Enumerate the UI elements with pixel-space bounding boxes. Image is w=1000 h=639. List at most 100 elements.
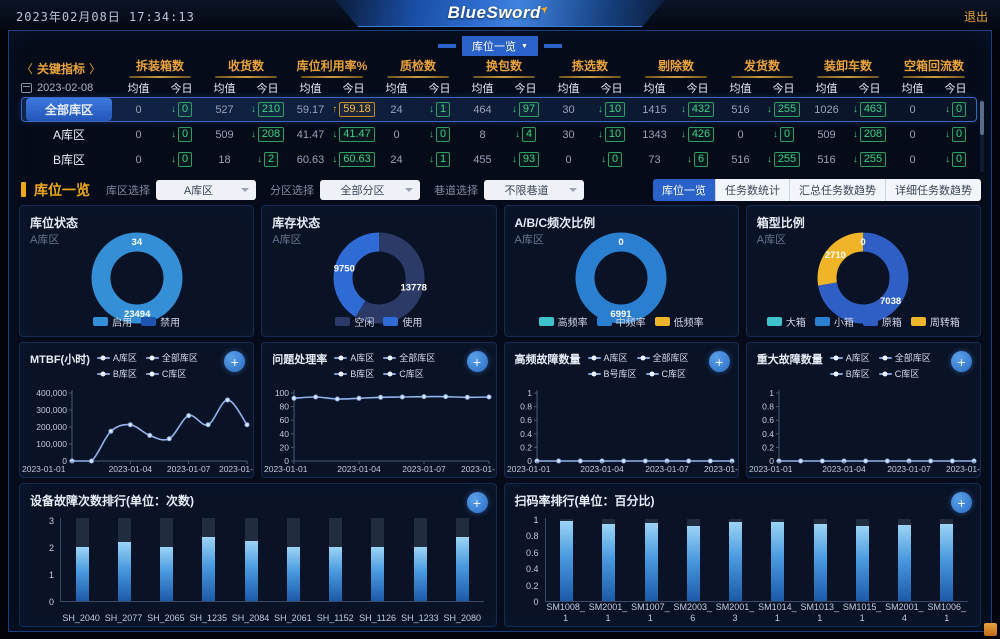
- bar[interactable]: [855, 525, 869, 601]
- legend-swatch: [814, 317, 830, 326]
- expand-plus-button[interactable]: +: [224, 351, 246, 372]
- kpi-row-label[interactable]: 全部库区: [26, 98, 112, 121]
- legend-item[interactable]: B号库区: [587, 367, 637, 380]
- filter-select-value: 不限巷道: [504, 184, 549, 197]
- value-badge: 59.18: [339, 102, 375, 117]
- legend-item[interactable]: C库区: [383, 367, 424, 380]
- legend-item[interactable]: C库区: [645, 367, 686, 380]
- kpi-avg-value: 0: [565, 153, 572, 166]
- bar[interactable]: [813, 524, 827, 601]
- legend-item[interactable]: 中频率: [596, 314, 646, 329]
- legend-item[interactable]: A库区: [829, 351, 870, 364]
- legend-item[interactable]: 空闲: [335, 314, 374, 329]
- kpi-avg-value: 8: [479, 128, 486, 141]
- kpi-row-label[interactable]: A库区: [52, 128, 85, 142]
- bar[interactable]: [644, 523, 658, 601]
- view-tab-button[interactable]: 库位一览: [653, 178, 716, 201]
- bar[interactable]: [202, 536, 216, 601]
- bar-slot: [884, 518, 926, 601]
- bar[interactable]: [160, 547, 174, 601]
- bar[interactable]: [413, 547, 427, 601]
- kpi-prev-arrow[interactable]: 〈: [21, 62, 34, 76]
- kpi-row-label[interactable]: B库区: [52, 153, 85, 167]
- legend-item[interactable]: 全部库区: [636, 351, 689, 364]
- legend-item[interactable]: 禁用: [141, 314, 180, 329]
- bar[interactable]: [286, 547, 300, 601]
- bar[interactable]: [940, 524, 954, 601]
- view-tab-button[interactable]: 汇总任务数趋势: [790, 178, 886, 201]
- x-axis-label: SM1015_ 1: [842, 602, 882, 623]
- logout-button[interactable]: 退出: [963, 10, 988, 24]
- legend-item[interactable]: A库区: [96, 351, 137, 364]
- svg-text:2710: 2710: [825, 250, 846, 261]
- filter-select[interactable]: 不限巷道: [484, 179, 584, 200]
- nav-tab-storage-overview[interactable]: 库位一览 ▼: [462, 36, 538, 56]
- legend-item[interactable]: 低频率: [654, 314, 704, 329]
- corner-watermark-icon[interactable]: [984, 623, 997, 636]
- bar[interactable]: [771, 522, 785, 601]
- bar[interactable]: [75, 547, 89, 601]
- bar[interactable]: [898, 524, 912, 601]
- legend-item[interactable]: 高频率: [538, 314, 588, 329]
- kpi-today-value: ↓ 432: [676, 102, 719, 117]
- calendar-icon: [21, 83, 32, 93]
- expand-plus-button[interactable]: +: [951, 351, 972, 372]
- legend-item[interactable]: B库区: [829, 367, 870, 380]
- bar[interactable]: [244, 540, 258, 601]
- filter-select[interactable]: A库区: [156, 179, 256, 200]
- chevron-down-icon: [241, 187, 249, 192]
- expand-plus-button[interactable]: +: [466, 492, 488, 513]
- expand-plus-button[interactable]: +: [466, 351, 488, 372]
- legend-item[interactable]: 全部库区: [145, 351, 198, 364]
- x-axis-label: SH_2077: [104, 612, 143, 623]
- kpi-avg-value: 516: [731, 103, 750, 116]
- legend-label: 低频率: [673, 318, 704, 329]
- bar[interactable]: [686, 525, 700, 601]
- bar[interactable]: [329, 547, 343, 601]
- legend-item[interactable]: 大箱: [766, 314, 806, 329]
- legend-item[interactable]: 启用: [93, 314, 132, 329]
- legend-item[interactable]: 全部库区: [878, 351, 931, 364]
- expand-plus-button[interactable]: +: [951, 492, 972, 513]
- legend-item[interactable]: A库区: [587, 351, 628, 364]
- kpi-header-left: 〈 关键指标 〉 2023-02-08: [21, 60, 117, 94]
- legend-item[interactable]: C库区: [878, 367, 919, 380]
- panel-subtitle: A库区: [514, 234, 544, 246]
- bar[interactable]: [371, 547, 385, 601]
- bar[interactable]: [117, 541, 131, 601]
- legend-item[interactable]: B库区: [334, 367, 374, 380]
- legend-item[interactable]: C库区: [145, 367, 186, 380]
- legend-line-marker-icon: [829, 356, 843, 359]
- legend-item[interactable]: B库区: [96, 367, 137, 380]
- bar[interactable]: [455, 536, 469, 601]
- kpi-subheader-avg: 均值: [901, 83, 924, 95]
- view-tab-button[interactable]: 详细任务数趋势: [886, 178, 981, 201]
- line-chart-svg: 0 100,000 200,000 300,000 400,000 2023-01-01 2…: [22, 388, 253, 474]
- legend-swatch: [383, 317, 399, 326]
- bar-track: [644, 519, 658, 601]
- kpi-subheader-avg: 均值: [127, 83, 150, 95]
- legend-line-marker-icon: [829, 372, 843, 375]
- bar[interactable]: [602, 524, 616, 601]
- bar[interactable]: [729, 521, 743, 601]
- legend-item[interactable]: 小箱: [814, 314, 854, 329]
- kpi-next-arrow[interactable]: 〉: [89, 62, 102, 76]
- expand-plus-button[interactable]: +: [708, 351, 730, 372]
- legend-line-marker-icon: [878, 372, 892, 375]
- legend-item[interactable]: 全部库区: [383, 351, 435, 364]
- kpi-scrollbar-thumb[interactable]: [980, 101, 984, 135]
- donut-chart: 23494 34: [91, 232, 183, 324]
- legend-item[interactable]: 使用: [383, 314, 422, 329]
- kpi-subheader-today: 今日: [858, 83, 881, 95]
- legend-label: B库区: [845, 369, 870, 379]
- view-tab-button[interactable]: 任务数统计: [716, 178, 790, 201]
- bar[interactable]: [560, 520, 574, 601]
- legend-item[interactable]: 周转箱: [910, 314, 960, 329]
- legend-item[interactable]: 原箱: [862, 314, 902, 329]
- kpi-avg-value: 18: [218, 153, 231, 166]
- kpi-date-picker[interactable]: 2023-02-08: [21, 82, 117, 94]
- filter-select[interactable]: 全部分区: [320, 179, 420, 200]
- kpi-metric-header: 空箱回流数: [891, 57, 977, 79]
- legend-item[interactable]: A库区: [334, 351, 374, 364]
- value-badge: 0: [607, 152, 623, 167]
